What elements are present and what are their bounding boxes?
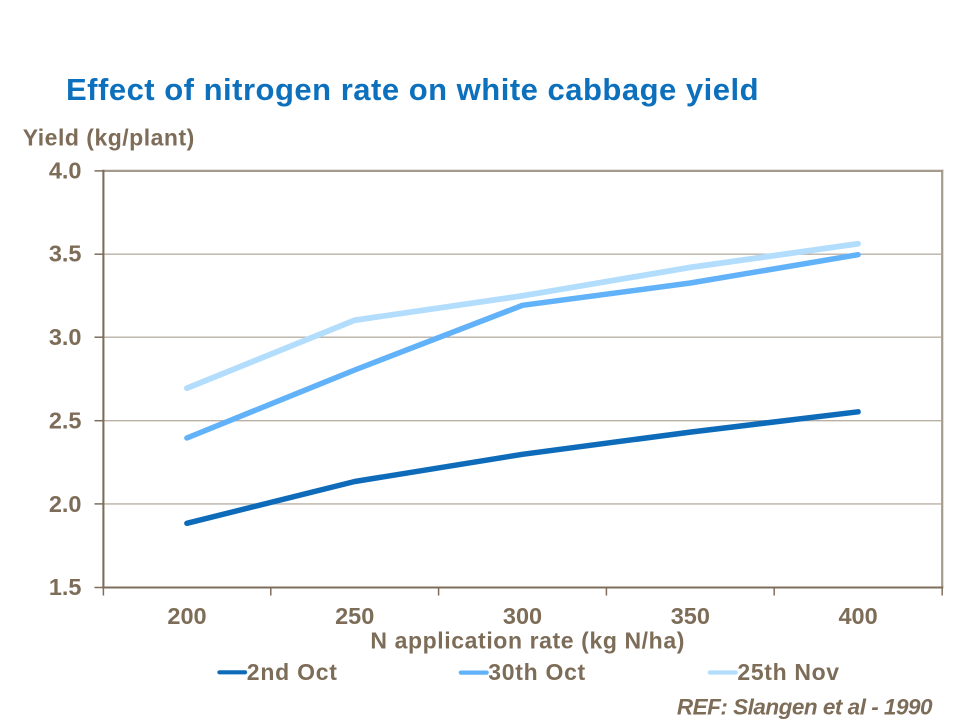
svg-text:400: 400 xyxy=(838,603,877,629)
svg-text:300: 300 xyxy=(503,603,542,629)
svg-text:30th Oct: 30th Oct xyxy=(488,659,586,685)
svg-text:250: 250 xyxy=(335,603,374,629)
svg-text:3.5: 3.5 xyxy=(49,241,82,267)
svg-text:REF: Slangen et al - 1990: REF: Slangen et al - 1990 xyxy=(677,695,933,720)
svg-text:Effect of nitrogen rate on whi: Effect of nitrogen rate on white cabbage… xyxy=(66,72,759,107)
svg-text:N application rate (kg N/ha): N application rate (kg N/ha) xyxy=(370,628,685,654)
svg-text:4.0: 4.0 xyxy=(49,157,82,183)
svg-text:25th Nov: 25th Nov xyxy=(737,659,839,685)
svg-text:Yield (kg/plant): Yield (kg/plant) xyxy=(23,125,195,151)
svg-text:1.5: 1.5 xyxy=(49,574,82,600)
svg-text:200: 200 xyxy=(167,603,206,629)
svg-text:350: 350 xyxy=(671,603,710,629)
svg-text:2.0: 2.0 xyxy=(49,491,82,517)
svg-text:2.5: 2.5 xyxy=(49,407,82,433)
svg-text:3.0: 3.0 xyxy=(49,324,82,350)
svg-text:2nd Oct: 2nd Oct xyxy=(247,659,338,685)
